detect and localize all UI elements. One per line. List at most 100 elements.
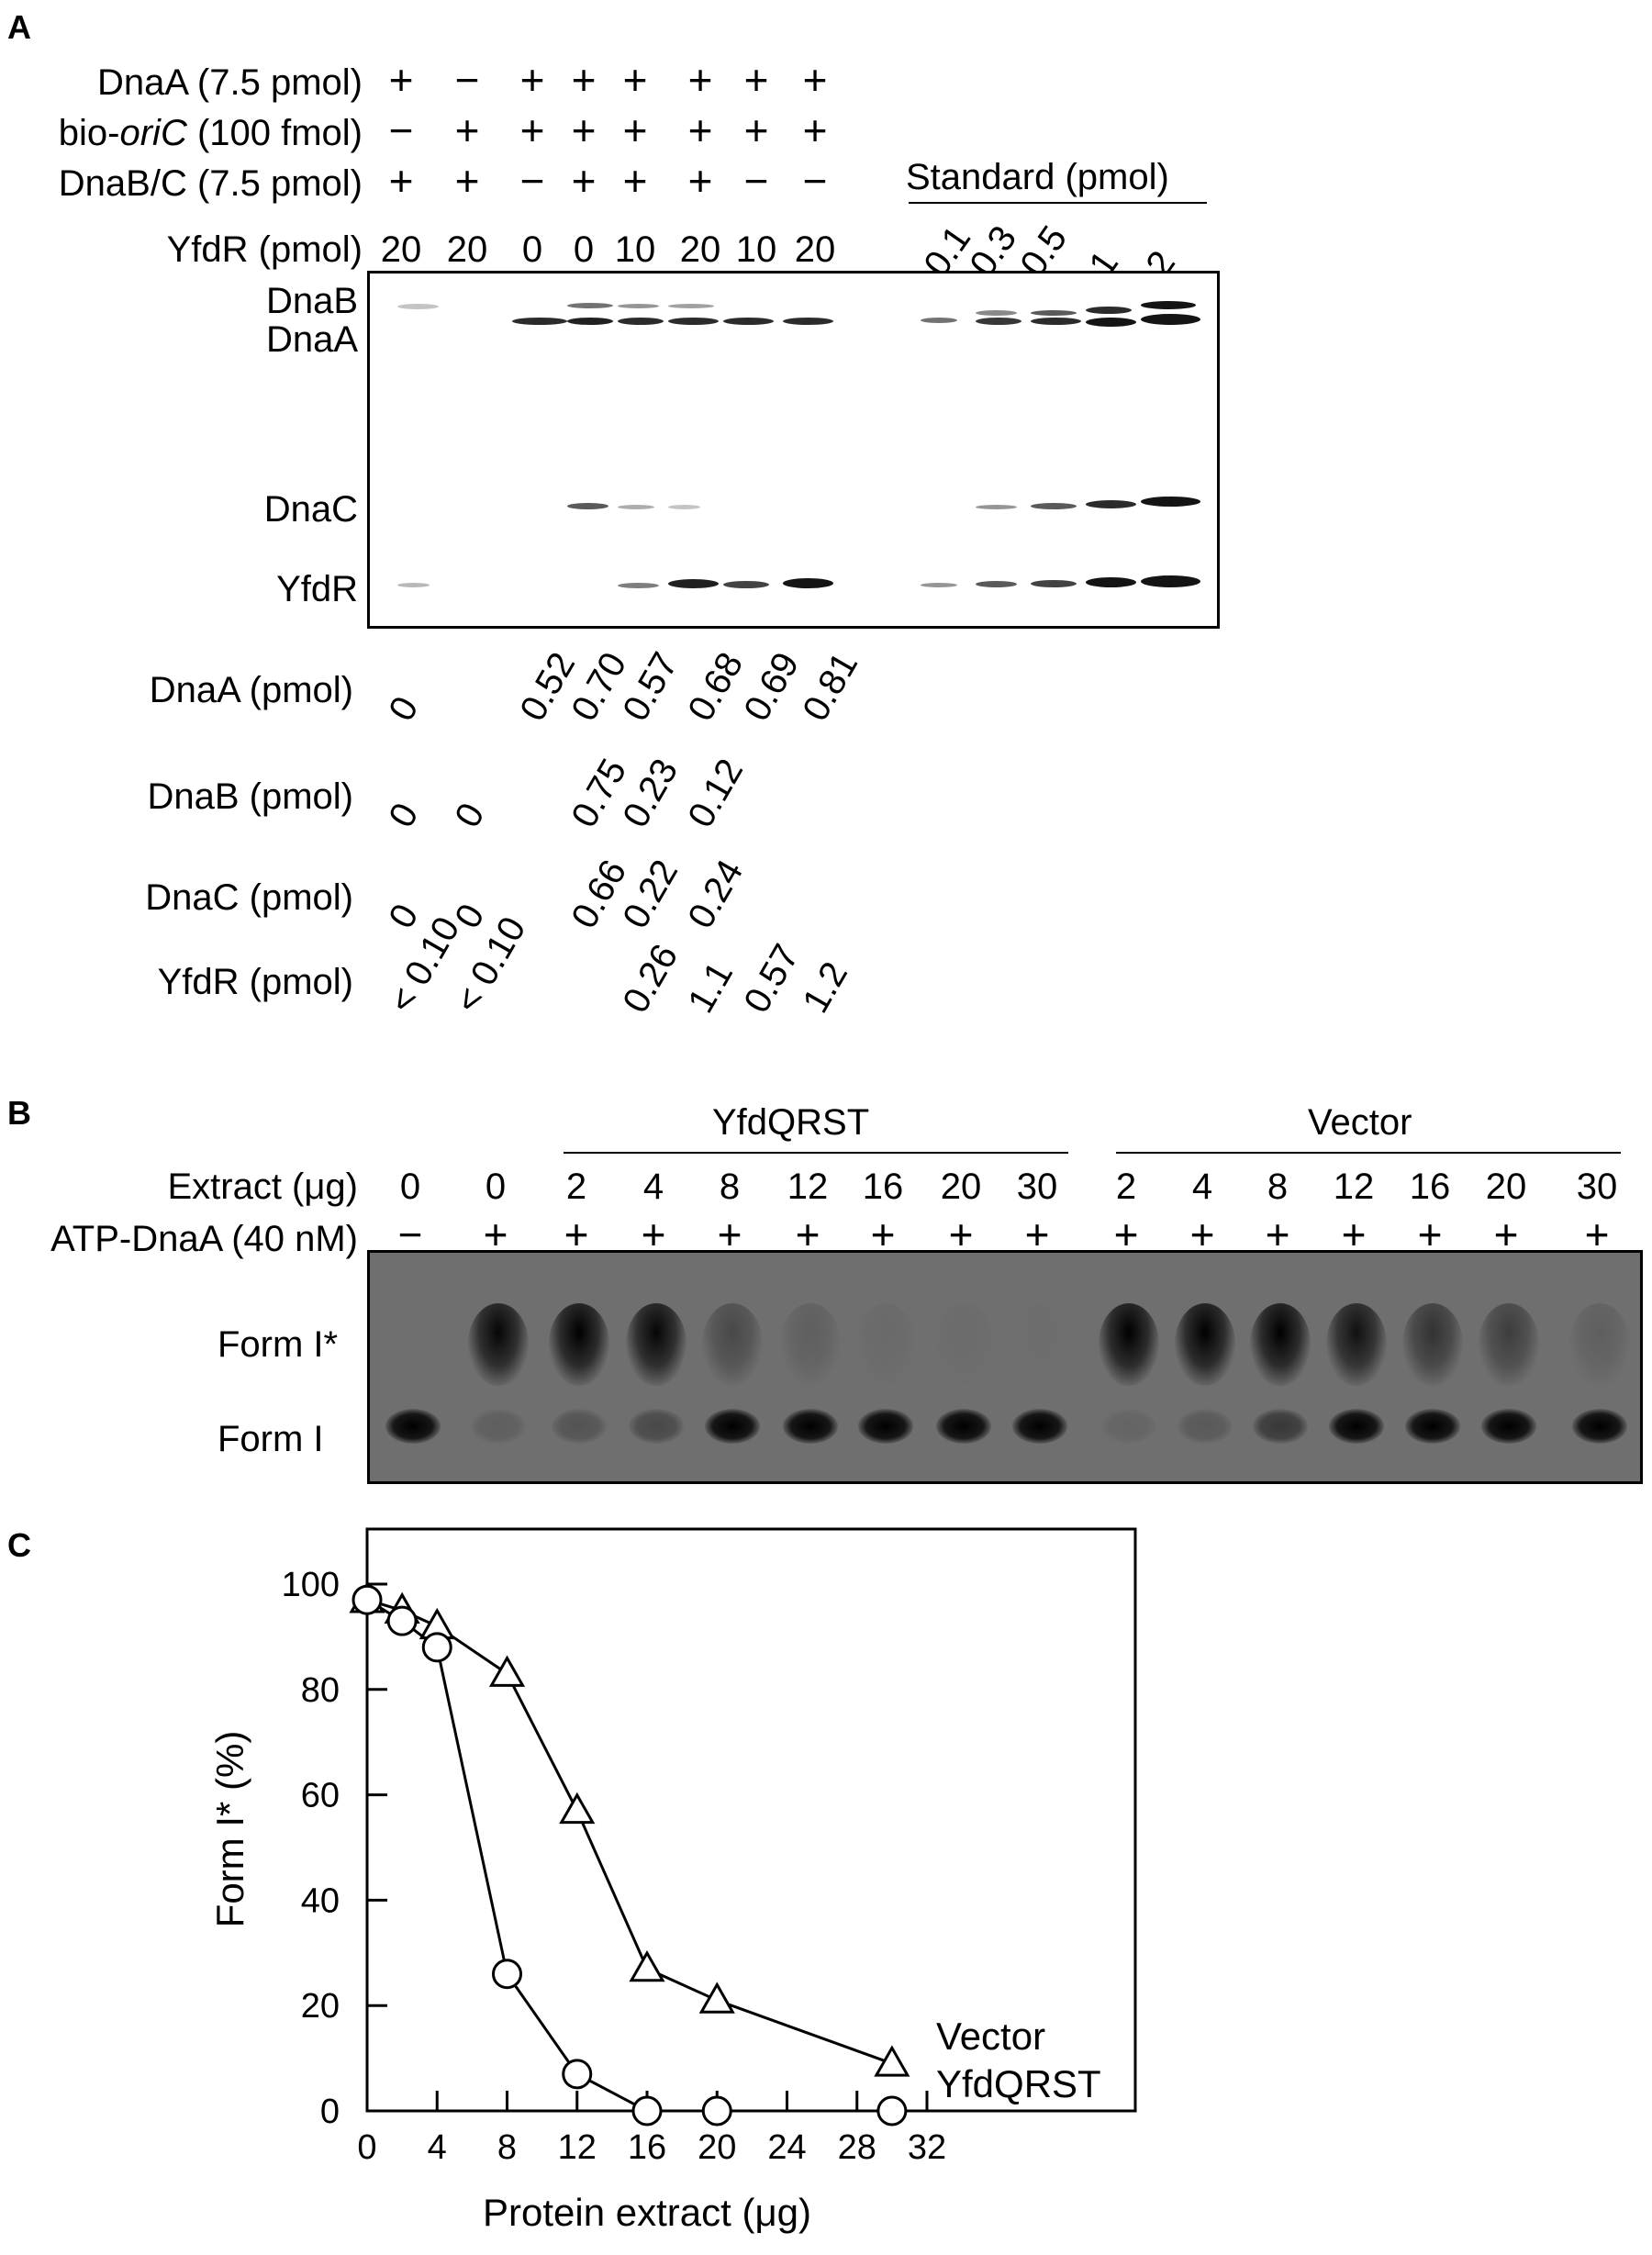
quant-value: 0.68	[680, 645, 752, 728]
quant-value: 0	[447, 796, 493, 834]
y-tick-label: 60	[301, 1777, 340, 1815]
extract-value: 4	[1191, 1167, 1213, 1207]
condition-sign: +	[687, 157, 713, 205]
atp-sign: +	[1189, 1211, 1215, 1258]
quant-value: 0.69	[736, 645, 808, 728]
gel-band	[668, 318, 719, 325]
condition-row-label: DnaA (7.5 pmol)	[97, 64, 363, 101]
group-vector-label: Vector	[1308, 1102, 1412, 1143]
group-yfdqrst-bracket	[564, 1152, 1068, 1154]
gel-band	[567, 318, 613, 325]
gel-band	[921, 318, 957, 323]
gel-band	[618, 583, 659, 588]
y-tick-label: 20	[301, 1987, 340, 2026]
form-i-band	[1572, 1409, 1627, 1444]
standard-label: Standard (pmol)	[906, 157, 1169, 197]
band-label: DnaB	[265, 281, 358, 321]
condition-sign: +	[454, 157, 480, 205]
form-i-star-band	[1175, 1303, 1235, 1386]
condition-row-label: DnaB/C (7.5 pmol)	[59, 165, 363, 202]
legend-vector-label: Vector	[936, 2015, 1045, 2058]
extract-label-pre: Extract (	[167, 1167, 305, 1207]
gel-band	[1141, 301, 1196, 309]
form-i-star-band	[626, 1303, 686, 1386]
extract-label-post: )	[345, 1167, 358, 1207]
atp-sign: +	[483, 1211, 508, 1258]
gel-band	[976, 505, 1017, 509]
atp-sign: +	[1493, 1211, 1519, 1258]
gel-band	[723, 318, 774, 325]
gel-band	[783, 318, 833, 325]
quant-value: 0.23	[615, 752, 686, 834]
yfdr-row-label: YfdR (pmol)	[166, 229, 363, 270]
form-i-band	[858, 1409, 913, 1444]
condition-sign: +	[388, 157, 414, 205]
gel-band	[976, 318, 1021, 325]
gel-band	[618, 304, 659, 308]
gel-band	[1031, 580, 1077, 587]
x-tick-label: 12	[558, 2128, 597, 2167]
form-i-star-band	[468, 1303, 529, 1386]
panel-b-letter: B	[7, 1094, 31, 1132]
quant-value: 0.57	[736, 937, 808, 1020]
atp-sign: +	[1265, 1211, 1290, 1258]
x-tick-label: 32	[908, 2128, 946, 2167]
form-i-band	[1329, 1409, 1384, 1444]
form-i-star-band	[1099, 1303, 1159, 1386]
form-i-star-band	[1479, 1303, 1539, 1386]
gel-band	[618, 318, 664, 325]
form-i-star-band	[702, 1303, 763, 1386]
condition-sign: −	[454, 56, 480, 104]
extract-label: Extract (μg)	[167, 1168, 358, 1205]
y-tick-label: 0	[320, 2093, 340, 2131]
yfdr-value: 20	[446, 229, 488, 270]
extract-value: 30	[1016, 1167, 1058, 1207]
quant-value: 0	[381, 689, 427, 728]
quant-row-label: YfdR (pmol)	[157, 962, 353, 1002]
label-italic: oriC	[119, 113, 187, 153]
quant-value: 0.26	[615, 937, 686, 1020]
extract-value: 8	[1267, 1167, 1289, 1207]
circle-marker	[562, 2059, 593, 2090]
atp-sign: +	[641, 1211, 666, 1258]
quant-value: 0.70	[564, 645, 635, 728]
yfdr-value: 20	[794, 229, 836, 270]
condition-sign: +	[622, 106, 648, 154]
gel-band	[783, 578, 833, 588]
gel-band	[976, 310, 1017, 316]
form-i-star-band	[1402, 1303, 1463, 1386]
gel-band	[1141, 314, 1200, 325]
circle-marker	[701, 2095, 732, 2127]
gel-band	[512, 318, 567, 325]
yfdr-value: 10	[614, 229, 656, 270]
gel-band	[567, 303, 613, 308]
gel-band	[723, 581, 769, 588]
x-tick-label: 28	[838, 2128, 876, 2167]
form-i-band	[629, 1409, 684, 1444]
condition-row-label: bio-oriC (100 fmol)	[59, 115, 363, 151]
x-tick-label: 4	[428, 2128, 447, 2167]
condition-sign: +	[743, 56, 769, 104]
gel-band	[1086, 307, 1132, 314]
form-i-star-band	[549, 1303, 609, 1386]
y-tick-label: 80	[301, 1671, 340, 1710]
atp-sign: +	[870, 1211, 896, 1258]
yfdr-value: 0	[573, 229, 595, 270]
circle-marker	[352, 1584, 383, 1615]
form-i-band	[1481, 1409, 1536, 1444]
condition-sign: +	[388, 56, 414, 104]
form-i-star-band	[1250, 1303, 1311, 1386]
form-i-star-band	[855, 1303, 916, 1386]
gel-band	[921, 583, 957, 587]
circle-marker	[421, 1632, 452, 1663]
form-i-band	[1101, 1409, 1156, 1444]
atp-sign: +	[1584, 1211, 1610, 1258]
yfdr-value: 20	[679, 229, 721, 270]
quant-value: 0	[381, 897, 427, 935]
condition-sign: +	[519, 56, 545, 104]
yfdr-value: 0	[521, 229, 543, 270]
label-part: DnaB/C (7.5 pmol)	[58, 163, 363, 204]
series-line-vector	[366, 1598, 893, 2065]
x-tick-label: 0	[357, 2128, 376, 2167]
extract-value: 20	[1485, 1167, 1527, 1207]
